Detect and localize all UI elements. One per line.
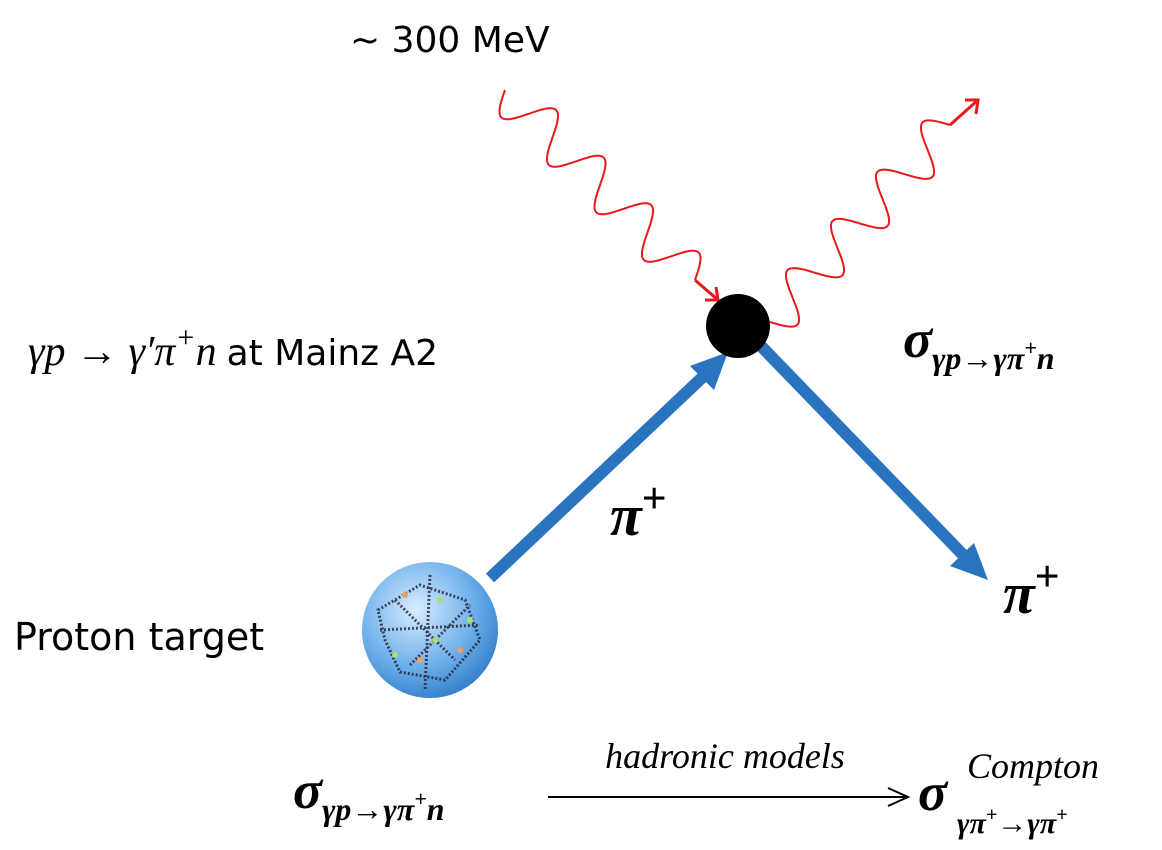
incoming-photon xyxy=(500,90,701,280)
cross-section: σγp→γπ+n xyxy=(903,309,1055,376)
pion-out-label: π+ xyxy=(1003,552,1060,626)
sub: γp→γπ xyxy=(322,791,416,827)
sigma-right: σ xyxy=(918,762,949,822)
cross-section-rest: n xyxy=(1037,340,1055,376)
pi: π xyxy=(610,483,643,548)
proton-target-sphere xyxy=(362,562,498,698)
target-label: Proton target xyxy=(14,615,264,659)
sigma: σ xyxy=(903,309,934,369)
rest: n xyxy=(427,791,445,827)
outgoing-photon-tail xyxy=(950,100,978,125)
compton-sub: γπ+→γπ+ xyxy=(957,804,1068,840)
charge: + xyxy=(1035,552,1060,601)
sigma: σ xyxy=(293,760,324,820)
charge: + xyxy=(414,786,427,811)
sub-b: →γπ xyxy=(997,807,1056,840)
incoming-photon-tail xyxy=(695,280,718,300)
reaction-lhs: γp → γ′π xyxy=(28,329,176,375)
outgoing-photon xyxy=(770,120,950,326)
charge-a: + xyxy=(986,804,997,826)
pion-in-label: π+ xyxy=(610,474,667,548)
pion-in-arrow xyxy=(490,372,708,578)
reaction-rest: n xyxy=(196,329,217,375)
sub-a: γπ xyxy=(957,807,986,840)
pi: π xyxy=(1003,561,1036,626)
charge: + xyxy=(642,474,667,523)
reaction-charge: + xyxy=(175,321,195,354)
equation-left: σγp→γπ+n xyxy=(293,760,445,827)
diagram: ~ 300 MeV γp → γ′π+nat Mainz A2 σγp→γπ+n… xyxy=(0,0,1162,850)
cross-section-charge: + xyxy=(1024,335,1037,360)
charge-b: + xyxy=(1056,804,1067,826)
reaction-place: at Mainz A2 xyxy=(227,333,438,374)
cross-section-sub: γp→γπ xyxy=(932,340,1026,376)
pion-out-arrow xyxy=(760,345,968,560)
energy-label: ~ 300 MeV xyxy=(350,20,550,61)
compton-sup: Compton xyxy=(967,746,1099,786)
vertex xyxy=(706,294,770,358)
photon-lines xyxy=(500,90,979,327)
arrow-label: hadronic models xyxy=(605,736,845,776)
